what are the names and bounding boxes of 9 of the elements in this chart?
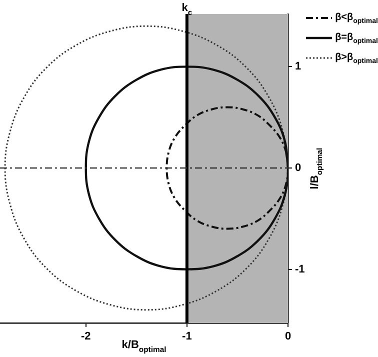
x-tick-label: -1 bbox=[182, 330, 192, 343]
y-tick-label: -1 bbox=[295, 263, 305, 276]
legend-label: β=β$_{optimal}$ bbox=[335, 32, 378, 44]
y-tick-label: 1 bbox=[295, 60, 302, 73]
x-tick-label: 0 bbox=[284, 330, 292, 343]
x-tick-label: -2 bbox=[81, 330, 91, 343]
y-tick-label: 0 bbox=[295, 162, 302, 174]
legend-label: β>β$_{optimal}$ bbox=[335, 52, 378, 64]
legend-label: β<β$_{optimal}$ bbox=[335, 12, 378, 24]
